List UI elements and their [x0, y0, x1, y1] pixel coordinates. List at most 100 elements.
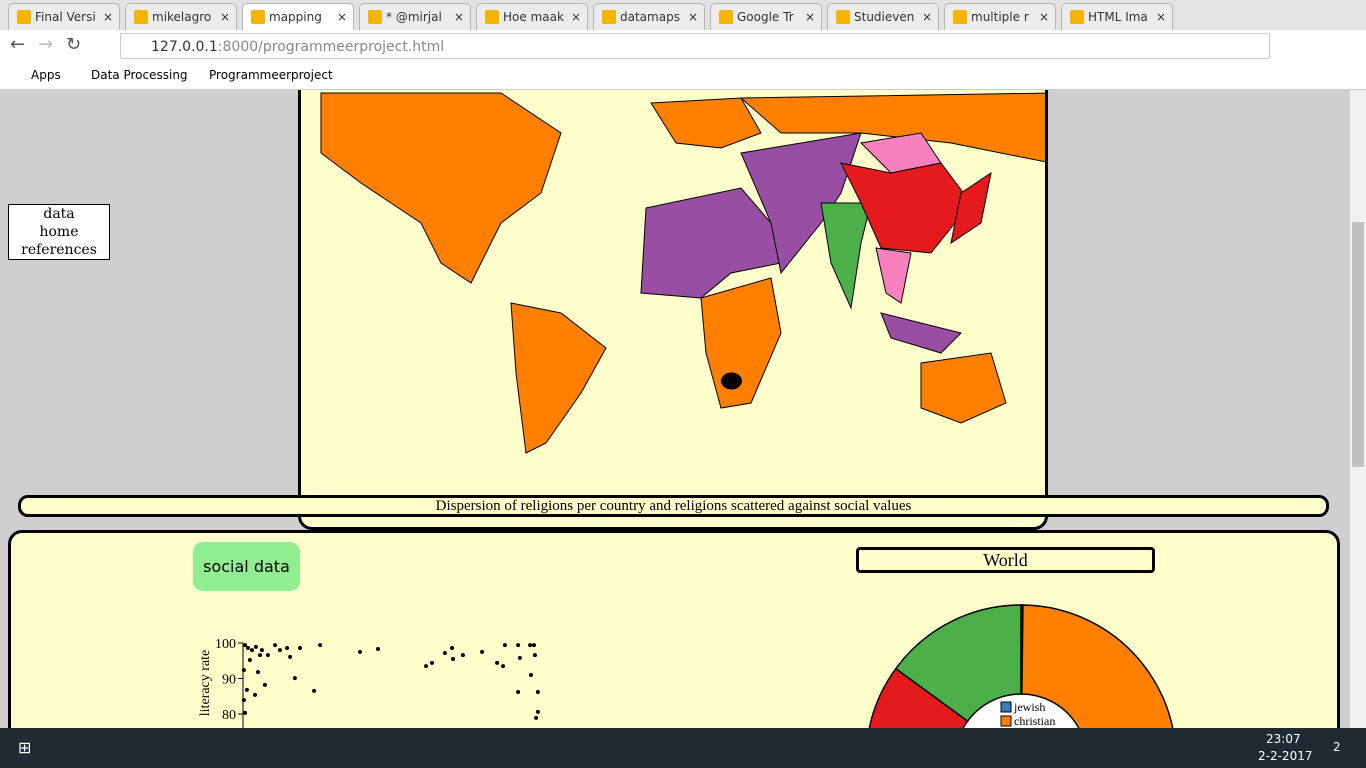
pie-title: World [856, 547, 1155, 573]
scatter-point [358, 649, 362, 654]
tab-icon [602, 10, 616, 24]
scatter-point [424, 664, 428, 669]
legend-swatch [1000, 701, 1012, 713]
y-tick-label: 80 [222, 708, 236, 723]
tab[interactable]: Google Tr × [710, 3, 822, 30]
tab-title: multiple r [971, 10, 1029, 24]
tab-title: HTML Ima [1088, 10, 1148, 24]
address-bar[interactable]: 127.0.0.1:8000/programmeerproject.html [120, 33, 1270, 59]
scatter-point [277, 648, 282, 653]
tab-icon [251, 10, 265, 24]
scatter-point [450, 645, 455, 650]
bookmark[interactable]: Programmeerproject [209, 68, 333, 82]
tab-icon [719, 10, 733, 24]
toolbar: ← → ↻ 127.0.0.1:8000/programmeerproject.… [0, 30, 1366, 65]
scatter-point [480, 649, 485, 654]
scatter-point [246, 645, 251, 650]
middle-east [740, 132, 862, 275]
nav-link[interactable]: home [39, 224, 79, 240]
tab[interactable]: Hoe maak × [476, 3, 588, 30]
scatter-point [241, 698, 246, 703]
tab-close[interactable]: × [1155, 10, 1166, 24]
indonesia [880, 312, 962, 354]
scatter-point [244, 687, 249, 692]
scatter-point [312, 688, 317, 693]
tab-close[interactable]: × [804, 10, 815, 24]
pie-slice [894, 604, 1022, 723]
tab[interactable]: HTML Ima × [1061, 3, 1173, 30]
scatter-point [376, 647, 380, 652]
nav-link[interactable]: references [21, 242, 97, 258]
tab-close[interactable]: × [219, 10, 230, 24]
nav-menu: data home references [8, 204, 110, 260]
url-host: 127.0.0.1 [151, 39, 218, 55]
start[interactable]: ⊞ [18, 738, 32, 757]
tab[interactable]: * @mirjal × [359, 3, 471, 30]
south-africa [700, 277, 782, 409]
scatter-point [243, 710, 248, 715]
scatter-point [253, 692, 257, 697]
scatter-point [535, 709, 540, 714]
china [840, 162, 972, 254]
north-america [320, 92, 562, 284]
map-svg [320, 92, 1045, 454]
scatter-point [529, 672, 533, 677]
tab[interactable]: multiple r × [944, 3, 1056, 30]
scatter-point [273, 643, 278, 648]
tab-icon [953, 10, 967, 24]
scroll-thumb[interactable] [1352, 222, 1364, 467]
scatter-point [528, 643, 533, 648]
europe [650, 97, 762, 149]
scatter-point [532, 643, 536, 648]
tab-icon [17, 10, 31, 24]
scatter-point [256, 670, 260, 675]
notification-badge[interactable]: 2 [1333, 740, 1341, 754]
tab[interactable]: datamaps × [593, 3, 705, 30]
social-data-button[interactable]: social data [193, 542, 300, 591]
pie-slice [868, 667, 969, 728]
scatter-point [318, 643, 323, 648]
tab-close[interactable]: × [921, 10, 932, 24]
nav-link[interactable]: data [43, 206, 75, 222]
japan [950, 171, 992, 245]
scatter-point [516, 689, 521, 694]
north-africa [640, 187, 782, 299]
tab[interactable]: mikelagro × [125, 3, 237, 30]
y-tick-label: 100 [215, 637, 236, 652]
scatter-point [265, 653, 270, 658]
tab-title: Hoe maak [503, 10, 564, 24]
back[interactable]: ← [10, 34, 26, 55]
tab-title: mikelagro [152, 10, 212, 24]
page: data home references Dispersion of relig… [0, 90, 1350, 728]
tab-title: Google Tr [737, 10, 794, 24]
tab-close[interactable]: × [453, 10, 464, 24]
tab-close[interactable]: × [570, 10, 581, 24]
scrollbar[interactable] [1350, 90, 1366, 728]
tab[interactable]: mapping × [242, 3, 354, 30]
scatter-point [495, 660, 500, 665]
tab-close[interactable]: × [687, 10, 698, 24]
tab-close[interactable]: × [102, 10, 113, 24]
tab[interactable]: Studieven × [827, 3, 939, 30]
scatter-point [532, 653, 537, 658]
section-header: Dispersion of religions per country and … [18, 495, 1329, 517]
tab-close[interactable]: × [336, 10, 347, 24]
scatter-point [535, 689, 540, 694]
scatter-point [442, 650, 447, 655]
tab-title: mapping [269, 10, 322, 24]
scatter-point [451, 656, 455, 661]
forward[interactable]: → [38, 34, 54, 55]
scatter-point [243, 643, 248, 648]
reload[interactable]: ↻ [66, 34, 82, 55]
tab[interactable]: Final Versi × [8, 3, 120, 30]
tab-close[interactable]: × [1038, 10, 1049, 24]
bookmark[interactable]: Data Processing [91, 68, 188, 82]
tab-strip: Final Versi × mikelagro × mapping × * @mirjal ×… [0, 0, 1366, 30]
bookmark[interactable]: Apps [31, 68, 61, 82]
scatter-point [534, 715, 539, 720]
scatter-point [460, 653, 465, 658]
tab-title: * @mirjal [386, 10, 442, 24]
scatter-point [250, 648, 254, 653]
bookmarks-bar: Apps Data Processing Programmeerproject [0, 64, 1366, 90]
